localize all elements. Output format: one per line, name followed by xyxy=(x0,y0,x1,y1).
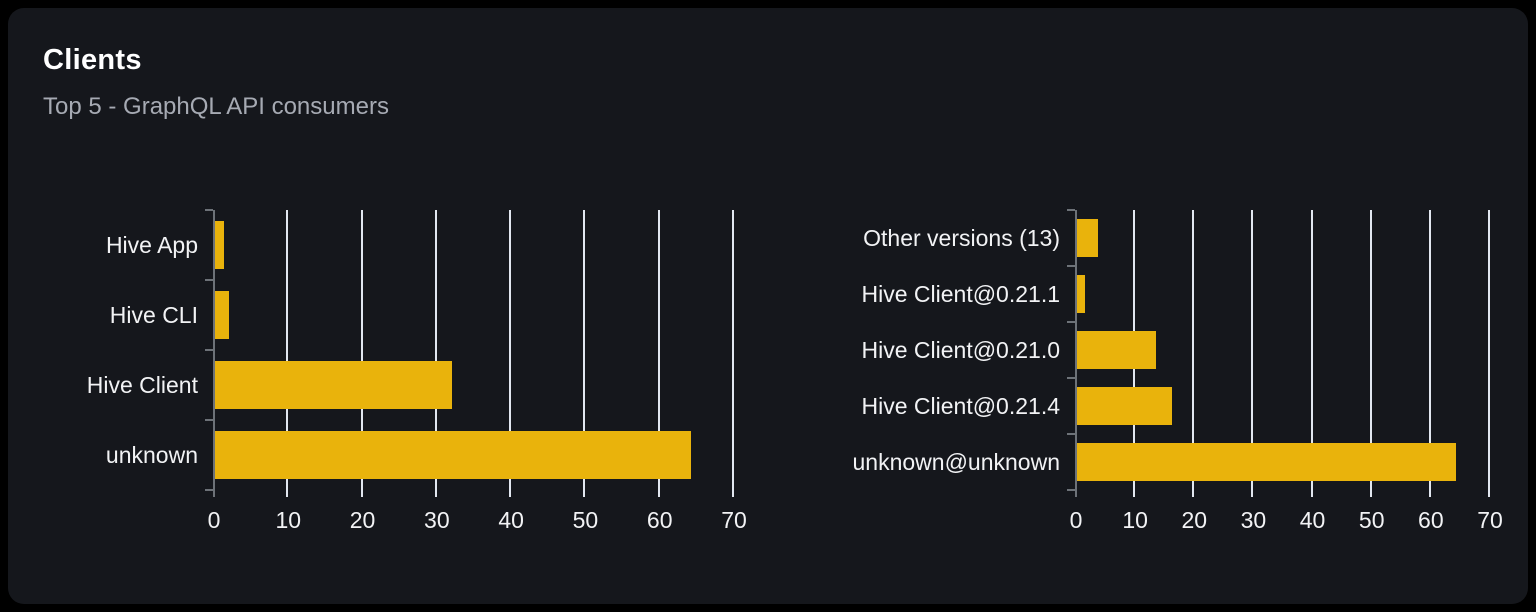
card-subtitle: Top 5 - GraphQL API consumers xyxy=(43,93,389,120)
x-tick-label: 0 xyxy=(1069,507,1083,533)
gridline xyxy=(360,210,363,497)
x-tick-label: 50 xyxy=(572,507,599,533)
y-axis-tick xyxy=(1067,265,1075,267)
y-axis-tick xyxy=(1067,321,1075,323)
gridline xyxy=(1310,210,1313,497)
category-labels: Hive App Hive CLI Hive Client unknown xyxy=(65,210,198,490)
x-tick-label: 40 xyxy=(1299,507,1326,533)
clients-card: Clients Top 5 - GraphQL API consumers Hi… xyxy=(8,8,1528,604)
plot-area: 0 10 20 30 40 50 60 70 xyxy=(205,209,749,533)
y-axis-tick xyxy=(205,279,213,281)
y-axis-line xyxy=(1075,210,1077,497)
x-tick-label: 0 xyxy=(207,507,221,533)
bar-hive-cli[interactable] xyxy=(213,291,230,339)
gridline xyxy=(1488,210,1490,497)
category-label: Hive CLI xyxy=(109,301,198,328)
bar-hive-client-0-21-1[interactable] xyxy=(1075,275,1086,313)
bar-other-versions-13-[interactable] xyxy=(1075,219,1099,257)
gridline xyxy=(1369,210,1372,497)
y-axis-tick xyxy=(1067,433,1075,435)
x-tick-label: 20 xyxy=(349,507,376,533)
x-tick-label: 50 xyxy=(1358,507,1385,533)
plot-area: 0 10 20 30 40 50 60 70 xyxy=(1067,209,1505,533)
clients-by-name-chart: Hive App Hive CLI Hive Client unknown 0 10 20 3… xyxy=(65,209,749,550)
x-tick-label: 10 xyxy=(1122,507,1148,533)
x-tick-label: 20 xyxy=(1181,507,1208,533)
gridline xyxy=(434,210,437,497)
category-label: Hive Client xyxy=(86,371,198,398)
y-axis-tick xyxy=(205,349,213,351)
gridline xyxy=(1192,210,1195,497)
gridline xyxy=(583,210,586,497)
y-axis-line xyxy=(213,210,215,497)
x-tick-label: 10 xyxy=(275,507,302,533)
card-title: Clients xyxy=(43,44,142,76)
x-tick-label: 70 xyxy=(721,507,747,533)
category-label: unknown xyxy=(105,441,198,468)
x-tick-label: 60 xyxy=(1418,507,1444,533)
bar-unknown[interactable] xyxy=(213,431,691,479)
x-tick-label: 40 xyxy=(498,507,524,533)
bar-hive-app[interactable] xyxy=(213,221,225,269)
category-labels: Other versions (13) Hive Client@0.21.1 Hiv… xyxy=(845,210,1060,490)
y-axis-tick xyxy=(1067,209,1075,211)
x-tick-label: 30 xyxy=(1240,507,1267,533)
bar-hive-client-0-21-0[interactable] xyxy=(1075,331,1157,369)
x-tick-label: 70 xyxy=(1477,507,1503,533)
y-axis-tick xyxy=(205,489,213,491)
category-label: Other versions (13) xyxy=(863,224,1060,251)
y-axis-tick xyxy=(1067,377,1075,379)
gridline xyxy=(1251,210,1254,497)
bar-unknown-unknown[interactable] xyxy=(1075,443,1457,481)
x-tick-label: 30 xyxy=(424,507,450,533)
gridline xyxy=(509,210,512,497)
x-tick-label: 60 xyxy=(646,507,673,533)
category-label: Hive App xyxy=(105,231,198,258)
category-label: Hive Client@0.21.4 xyxy=(861,392,1061,419)
category-label: Hive Client@0.21.1 xyxy=(861,280,1061,307)
bar-hive-client-0-21-4[interactable] xyxy=(1075,387,1172,425)
category-label: unknown@unknown xyxy=(852,448,1060,475)
gridline xyxy=(732,210,734,497)
bar-hive-client[interactable] xyxy=(213,361,453,409)
gridline xyxy=(1428,210,1431,497)
clients-by-version-chart: Other versions (13) Hive Client@0.21.1 Hiv… xyxy=(845,209,1505,550)
gridline xyxy=(286,210,289,497)
y-axis-tick xyxy=(205,419,213,421)
category-label: Hive Client@0.21.0 xyxy=(861,336,1061,363)
gridline xyxy=(657,210,660,497)
y-axis-tick xyxy=(205,209,213,211)
y-axis-tick xyxy=(1067,489,1075,491)
